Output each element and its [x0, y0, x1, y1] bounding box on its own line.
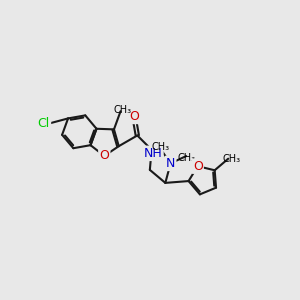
Text: CH₃: CH₃: [152, 142, 170, 152]
Text: O: O: [193, 160, 202, 173]
Text: O: O: [99, 149, 109, 162]
Text: CH₃: CH₃: [177, 154, 195, 164]
Text: CH₃: CH₃: [113, 105, 131, 115]
Text: N: N: [166, 157, 175, 170]
Text: CH₃: CH₃: [223, 154, 241, 164]
Text: Cl: Cl: [38, 118, 50, 130]
Text: O: O: [129, 110, 139, 123]
Text: NH: NH: [144, 147, 163, 160]
